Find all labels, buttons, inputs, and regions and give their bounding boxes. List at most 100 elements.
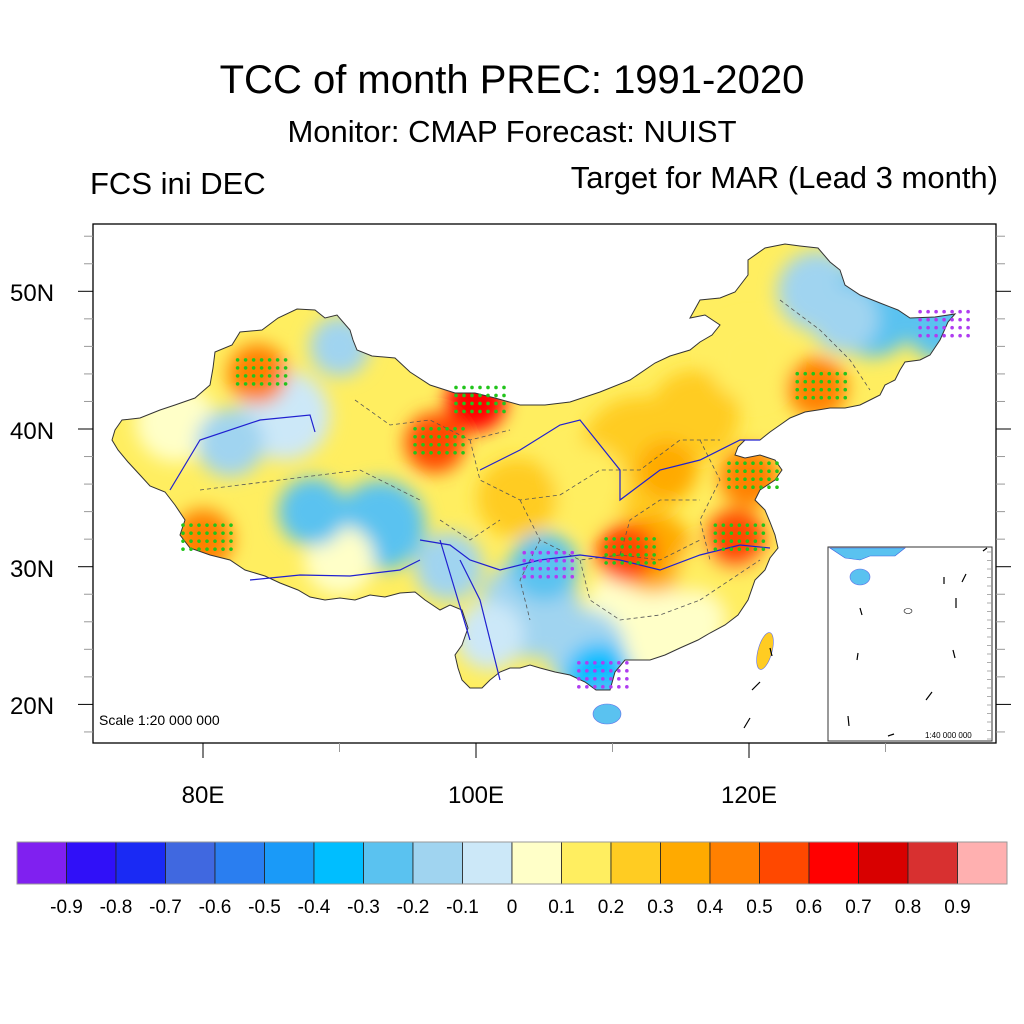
stipple-dot	[530, 550, 535, 555]
stipple-dot	[181, 547, 185, 551]
stipple-dot	[628, 537, 632, 541]
tcc-region	[664, 591, 725, 652]
colorbar-box	[957, 841, 1008, 885]
stipple-dot	[775, 461, 779, 465]
colorbar-tick-label: 0.2	[597, 897, 625, 918]
colorbar-tick-label: -0.4	[297, 897, 331, 918]
stipple-dot	[486, 401, 490, 406]
stipple-dot	[554, 558, 559, 563]
stipple-dot	[585, 685, 589, 689]
stipple-dot	[652, 545, 656, 549]
stipple-dot	[835, 395, 840, 400]
stipple-dot	[761, 539, 766, 543]
tcc-region	[455, 601, 524, 670]
inset-scale-label: 1:40 000 000	[925, 731, 972, 740]
colorbar-box	[808, 841, 859, 885]
stipple-dot	[803, 371, 808, 376]
stipple-dot	[486, 385, 490, 390]
stipple-dot	[283, 358, 288, 362]
stipple-dot	[721, 531, 726, 535]
colorbar-tick-label: 0.4	[696, 897, 724, 918]
nine-dash-line	[743, 717, 751, 729]
stipple-dot	[827, 395, 832, 400]
stipple-dot	[803, 395, 808, 400]
stipple-dot	[751, 485, 755, 489]
stipple-dot	[827, 371, 832, 376]
stipple-dot	[197, 539, 201, 543]
stipple-dot	[721, 539, 726, 543]
stipple-dot	[604, 545, 608, 549]
stipple-dot	[843, 395, 848, 400]
colorbar-box	[511, 841, 562, 885]
stipple-dot	[538, 550, 543, 555]
stipple-dot	[235, 382, 240, 386]
stipple-dot	[522, 550, 527, 555]
tcc-region	[405, 412, 466, 473]
stipple-dot	[421, 450, 425, 455]
nine-dash-line	[982, 547, 988, 552]
stipple-dot	[745, 531, 750, 535]
stipple-dot	[625, 669, 629, 673]
stipple-dot	[753, 531, 758, 535]
inset-island	[903, 608, 913, 614]
stipple-dot	[934, 333, 938, 338]
tcc-blobs	[135, 251, 955, 690]
colorbar-tick-label: -0.6	[198, 897, 232, 918]
colorbar-tick-label: 0	[506, 897, 518, 918]
stipple-dot	[737, 547, 742, 551]
stipple-dot	[761, 523, 766, 527]
colorbar-tick-label: -0.9	[50, 897, 83, 918]
colorbar-box	[16, 841, 67, 885]
stipple-dot	[767, 469, 771, 473]
colorbar-tick-label: 0.9	[944, 897, 971, 918]
stipple-dot	[620, 553, 624, 557]
stipple-dot	[577, 685, 581, 689]
stipple-dot	[454, 393, 458, 398]
stipple-dot	[942, 333, 946, 338]
significance-stipple	[181, 309, 970, 689]
tcc-region	[173, 509, 233, 570]
stipple-dot	[713, 547, 718, 551]
tcc-blob	[709, 320, 789, 401]
stipple-dot	[470, 401, 474, 406]
stipple-dot	[562, 558, 567, 563]
colorbar-tick-label: 0.3	[647, 897, 674, 918]
stipple-dot	[577, 661, 581, 665]
lat-tick-label: 40N	[10, 418, 55, 445]
china-outline	[111, 243, 957, 729]
stipple-dot	[454, 409, 458, 414]
stipple-dot	[235, 366, 240, 370]
nine-dash-line	[847, 715, 850, 727]
stipple-dot	[494, 393, 498, 398]
stipple-dot	[462, 401, 466, 406]
stipple-dot	[737, 531, 742, 535]
stipple-dot	[918, 325, 922, 330]
stipple-dot	[835, 371, 840, 376]
stipple-dot	[727, 461, 731, 465]
stipple-dot	[470, 393, 474, 398]
colorbar-box	[214, 841, 265, 885]
stipple-dot	[229, 531, 233, 535]
stipple-dot	[918, 333, 922, 338]
province-border	[354, 399, 511, 441]
stipple-dot	[934, 309, 938, 314]
stipple-dot	[950, 325, 954, 330]
stipple-dot	[743, 461, 747, 465]
stipple-dot	[478, 401, 482, 406]
lon-tick-label: 80E	[181, 782, 225, 809]
stipple-dot	[413, 442, 417, 447]
stipple-dot	[612, 561, 616, 565]
stipple-dot	[761, 531, 766, 535]
stipple-dot	[721, 523, 726, 527]
stipple-dot	[601, 677, 605, 681]
stipple-dot	[213, 539, 217, 543]
inset-hainan	[849, 568, 871, 586]
stipple-dot	[811, 387, 816, 392]
stipple-dot	[461, 434, 465, 439]
stipple-dot	[546, 550, 551, 555]
stipple-dot	[926, 325, 930, 330]
stipple-dot	[843, 387, 848, 392]
stipple-dot	[530, 574, 535, 579]
stipple-dot	[737, 539, 742, 543]
stipple-dot	[745, 539, 750, 543]
